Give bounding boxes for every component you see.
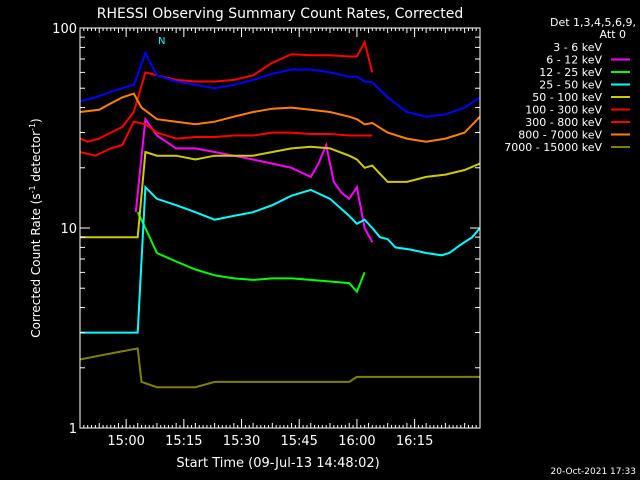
series-line-9 <box>79 50 481 118</box>
plot-lines <box>79 39 481 389</box>
legend-label: 6 - 12 keV <box>546 54 602 67</box>
series-line-2 <box>136 211 366 294</box>
chart-title: RHESSI Observing Summary Count Rates, Co… <box>97 6 463 22</box>
legend-label: 100 - 300 keV <box>525 104 602 117</box>
legend-header-line-2: Att 0 <box>600 28 626 41</box>
plot-annotation: N <box>158 36 165 47</box>
legend-header-line-1: Det 1,3,4,5,6,9, <box>550 16 636 29</box>
y-tick-label: 1 <box>69 422 77 437</box>
x-tick-label: 16:00 <box>338 434 375 449</box>
legend-label: 25 - 50 keV <box>539 79 602 92</box>
x-tick-label: 15:30 <box>223 434 260 449</box>
x-axis-label: Start Time (09-Jul-13 14:48:02) <box>176 456 379 471</box>
legend-label: 300 - 800 keV <box>525 116 602 129</box>
series-line-1 <box>134 116 374 243</box>
axes: 15:00 15:15 15:30 15:45 16:00 16:15 1 10 100 <box>52 22 481 449</box>
x-tick-label: 15:00 <box>107 434 144 449</box>
series-line-4 <box>80 145 481 239</box>
series-line-6 <box>79 120 373 157</box>
legend-label: 12 - 25 keV <box>539 66 602 79</box>
series-line-0 <box>80 120 480 369</box>
series-line-8 <box>79 347 480 389</box>
x-tick-label: 15:15 <box>165 434 202 449</box>
y-tick-label: 10 <box>60 222 77 237</box>
series-line-5 <box>79 39 374 143</box>
legend-label: 7000 - 15000 keV <box>504 141 602 154</box>
legend-label: 3 - 6 keV <box>553 41 602 54</box>
x-tick-label: 15:45 <box>280 434 317 449</box>
series-line-7 <box>79 92 481 143</box>
x-tick-label: 16:15 <box>396 434 433 449</box>
timestamp: 20-Oct-2021 17:33 <box>551 467 636 477</box>
series-line-3 <box>80 184 481 334</box>
legend-label: 800 - 7000 keV <box>518 129 602 142</box>
legend-label: 50 - 100 keV <box>532 91 602 104</box>
y-axis-label: Corrected Count Rate (s-1 detector-1) <box>28 118 43 337</box>
y-tick-label: 100 <box>52 22 77 37</box>
